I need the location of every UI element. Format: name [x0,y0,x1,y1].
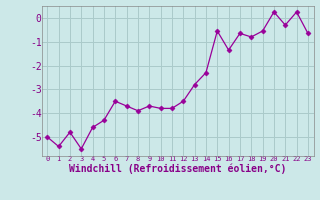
X-axis label: Windchill (Refroidissement éolien,°C): Windchill (Refroidissement éolien,°C) [69,163,286,174]
